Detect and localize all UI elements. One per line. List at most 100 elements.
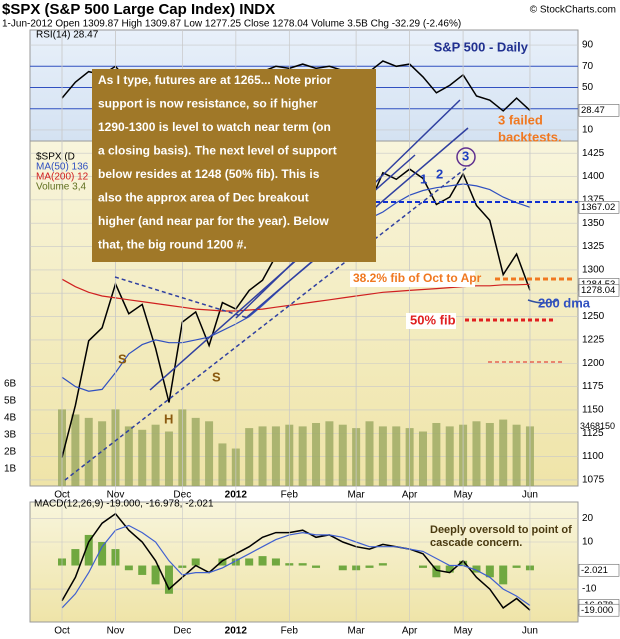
histogram-bar (378, 563, 387, 566)
callout: 1 (420, 171, 427, 186)
x-tick-label: Feb (281, 626, 299, 637)
x-tick-label: Jun (522, 626, 538, 637)
macd-legend: MACD(12,26,9) -19.000, -16.978, -2.021 (34, 499, 214, 510)
y-tick-label: -10 (582, 584, 597, 595)
subtitle: S&P 500 - Daily (434, 39, 529, 54)
series-line (61, 524, 531, 609)
y-tick-label: 10 (582, 125, 594, 136)
volume-bar (151, 424, 160, 486)
callout: 3 failed (498, 112, 543, 127)
y-tick-label: 1375 (582, 195, 605, 206)
y-tick-label: 70 (582, 61, 594, 72)
x-tick-label: Nov (107, 626, 125, 637)
volume-bar (245, 428, 254, 486)
legend-entry: MA(50) 136 (36, 162, 89, 173)
y-tick-label: 50 (582, 82, 594, 93)
histogram-bar (485, 565, 494, 578)
histogram-bar (84, 534, 93, 566)
y-tick-label: 1125 (582, 428, 604, 439)
volume-bar (445, 426, 454, 486)
histogram-bar (432, 565, 441, 578)
histogram-bar (245, 558, 254, 566)
y-tick-label: 1150 (582, 405, 604, 416)
note-line: below resides at 1248 (50% fib). This is (98, 167, 320, 181)
volume-tick-label: 3B (4, 430, 17, 441)
y-tick-label: 1425 (582, 148, 605, 159)
volume-bar (312, 422, 321, 486)
callout-box (406, 313, 456, 329)
histogram-bar (499, 565, 508, 585)
x-tick-label: Oct (54, 490, 70, 501)
volume-bar (325, 421, 334, 486)
x-tick-label: Feb (281, 490, 299, 501)
histogram-bar (258, 556, 267, 566)
legend-entry: MA(200) 12 (36, 172, 89, 183)
histogram-bar (418, 565, 427, 568)
series-line (61, 512, 531, 611)
histogram-bar (151, 565, 160, 585)
callout: 38.2% fib of Oct to Apr (353, 271, 482, 285)
callout: 3 (462, 148, 469, 163)
marker-label: -2.021 (581, 565, 608, 576)
note-line: 1290-1300 is level to watch near term (o… (98, 120, 331, 134)
volume-bar (298, 426, 307, 486)
volume-bar (138, 429, 147, 486)
x-tick-label: Apr (402, 626, 418, 637)
y-tick-label: 1100 (582, 451, 604, 462)
y-tick-label: 1350 (582, 218, 605, 229)
note-line: support is now resistance, so if higher (98, 97, 318, 111)
histogram-bar (365, 565, 374, 568)
x-tick-label: Oct (54, 626, 70, 637)
copyright: © StockCharts.com (530, 5, 616, 16)
marker-label: 1278.04 (581, 285, 615, 296)
x-tick-label: May (454, 626, 473, 637)
y-tick-label: 1075 (582, 475, 605, 486)
volume-bar (218, 443, 227, 486)
y-tick-label: 90 (582, 40, 594, 51)
volume-tick-label: 1B (4, 464, 17, 475)
volume-bar (258, 426, 267, 486)
macd-note: cascade concern. (430, 537, 522, 549)
y-tick-label: 1175 (582, 381, 604, 392)
volume-bar (472, 421, 481, 486)
callout: 200 dma (538, 295, 591, 310)
histogram-bar (271, 558, 280, 566)
callout: H (164, 411, 173, 426)
volume-bar (432, 422, 441, 486)
volume-bar (124, 426, 133, 486)
note-line: a closing basis). The next level of supp… (98, 144, 337, 158)
histogram-bar (338, 565, 347, 571)
x-tick-label: Jun (522, 490, 538, 501)
histogram-bar (218, 558, 227, 566)
volume-bar (512, 424, 521, 486)
callout: 50% fib (410, 312, 456, 327)
callout: S (118, 351, 127, 366)
volume-tick-label: 6B (4, 378, 17, 389)
x-tick-label: May (454, 490, 473, 501)
volume-bar (378, 426, 387, 486)
marker-box (578, 201, 620, 214)
volume-bar (392, 426, 401, 486)
volume-bar (338, 424, 347, 486)
volume-bar (365, 421, 374, 486)
volume-bar (71, 414, 80, 486)
y-tick-label: 10 (582, 537, 594, 548)
marker-label: 1367.02 (581, 202, 615, 213)
volume-bar (164, 431, 173, 486)
macd-note: Deeply oversold to point of (430, 524, 572, 536)
volume-bar (485, 422, 494, 486)
x-tick-label: Apr (402, 490, 418, 501)
volume-bar (418, 431, 427, 486)
series-line (61, 278, 531, 312)
y-tick-label: 1225 (582, 335, 605, 346)
histogram-bar (98, 542, 107, 566)
volume-bar (499, 419, 508, 486)
histogram-bar (164, 565, 173, 594)
histogram-bar (124, 565, 133, 571)
x-tick-label: Mar (348, 490, 366, 501)
x-tick-label: Dec (173, 490, 191, 501)
volume-last-label: 3468150 (580, 421, 615, 431)
histogram-bar (512, 565, 521, 568)
callout: S (212, 369, 221, 384)
